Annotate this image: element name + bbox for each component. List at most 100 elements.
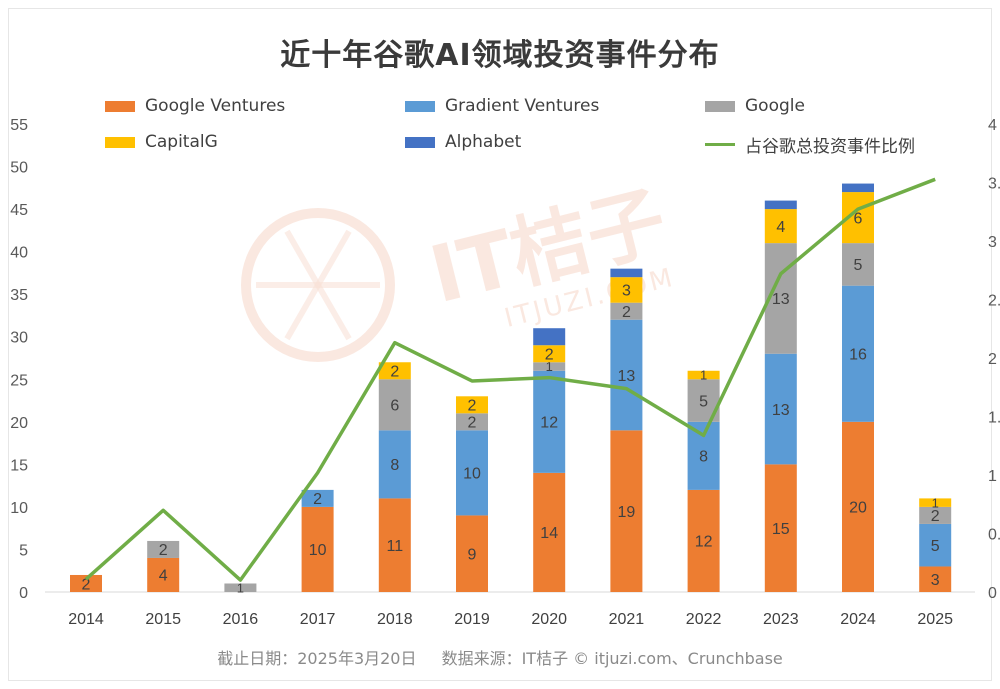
legend-label: CapitalG [145, 132, 218, 152]
bar-data-label: 5 [931, 538, 940, 555]
bar-data-label: 3 [622, 283, 631, 300]
y-axis-tick-label: 0 [19, 585, 28, 602]
bar-data-label: 5 [699, 393, 708, 410]
bar-data-label: 1 [546, 359, 553, 374]
bar-google-ventures-2021 [610, 430, 643, 592]
legend-label: Google Ventures [145, 96, 286, 116]
bar-google-ventures-2024 [842, 421, 874, 592]
bar-gradient-ventures-2023 [764, 353, 797, 465]
bar-google-2018 [378, 379, 411, 431]
bar-gradient-ventures-2021 [610, 319, 643, 431]
y2-axis-tick-label: 2 [988, 351, 997, 368]
bar-data-label: 10 [309, 542, 327, 559]
bar-data-label: 13 [772, 291, 790, 308]
bar-data-label: 2 [313, 491, 322, 508]
x-axis-tick-label: 2018 [377, 611, 413, 628]
y-axis-tick-label: 50 [10, 160, 28, 177]
bar-data-label: 11 [386, 538, 403, 555]
y2-axis-tick-label: 1. [988, 410, 1000, 427]
bar-alphabet-2021 [610, 268, 643, 278]
y-axis-tick-label: 45 [10, 202, 28, 219]
x-axis-tick-label: 2020 [531, 611, 567, 628]
bar-google-2021 [610, 302, 643, 320]
bar-gradient-ventures-2025 [919, 523, 952, 567]
x-axis-tick-label: 2024 [840, 611, 876, 628]
bar-data-label: 10 [463, 466, 481, 483]
watermark-logo-spoke [284, 283, 321, 341]
bar-capitalg-2025 [919, 498, 952, 507]
bar-capitalg-2021 [610, 277, 643, 303]
bar-alphabet-2020 [533, 328, 566, 346]
bar-data-label: 6 [854, 210, 863, 227]
legend-item-gradient-ventures: Gradient Ventures [405, 96, 599, 116]
y2-axis-tick-label: 1 [988, 468, 997, 485]
bar-google-2020 [533, 362, 566, 371]
bar-google-ventures-2020 [533, 472, 566, 592]
bar-data-label: 8 [390, 457, 399, 474]
x-axis-tick-label: 2014 [68, 611, 104, 628]
y-axis-tick-label: 25 [10, 372, 28, 389]
footer-source: 数据来源：IT桔子 © itjuzi.com、Crunchbase [441, 649, 783, 668]
bar-data-label: 12 [695, 534, 713, 551]
y-axis-tick-label: 30 [10, 330, 28, 347]
legend-item-alphabet: Alphabet [405, 132, 521, 152]
bar-data-label: 20 [849, 500, 867, 517]
legend-swatch-gradient-ventures [405, 100, 435, 112]
bar-alphabet-2023 [764, 200, 797, 210]
y-axis-tick-label: 35 [10, 287, 28, 304]
bar-gradient-ventures-2020 [533, 370, 566, 473]
bar-data-label: 4 [776, 219, 785, 236]
legend-label: Alphabet [445, 132, 522, 152]
bar-data-label: 1 [237, 580, 244, 595]
x-axis-tick-label: 2017 [300, 611, 336, 628]
x-axis-tick-label: 2023 [763, 611, 799, 628]
bar-data-label: 14 [540, 525, 558, 542]
bar-capitalg-2019 [456, 396, 488, 414]
bar-data-label: 2 [390, 364, 399, 381]
bar-data-label: 2 [468, 415, 477, 432]
chart-frame [8, 8, 992, 681]
bar-google-ventures-2022 [687, 489, 720, 592]
bar-data-label: 13 [618, 368, 636, 385]
x-axis-tick-label: 2015 [145, 611, 181, 628]
y-axis-tick-label: 20 [10, 415, 28, 432]
x-axis-tick-label: 2022 [686, 611, 722, 628]
x-axis-tick-label: 2021 [609, 611, 645, 628]
legend-item-google-ventures: Google Ventures [105, 96, 285, 116]
bar-data-label: 9 [468, 546, 477, 563]
legend-swatch-google [705, 100, 735, 112]
bar-data-label: 15 [772, 521, 790, 538]
bar-data-label: 16 [849, 347, 867, 364]
watermark-logo-spoke [284, 229, 321, 287]
bar-google-2015 [147, 540, 180, 558]
bar-data-label: 5 [854, 257, 863, 274]
bar-data-label: 2 [468, 398, 477, 415]
bar-gradient-ventures-2017 [301, 489, 334, 507]
y-axis-tick-label: 40 [10, 245, 28, 262]
bar-data-label: 2 [159, 542, 168, 559]
legend-item-capitalg: CapitalG [105, 132, 218, 152]
bar-capitalg-2018 [378, 362, 411, 380]
watermark-logo-ring [241, 208, 395, 362]
x-axis-tick-label: 2016 [223, 611, 259, 628]
legend-swatch-google-ventures [105, 100, 135, 112]
y2-axis-tick-label: 3 [988, 234, 997, 251]
watermark-logo-spoke [315, 283, 352, 341]
legend-label: Gradient Ventures [445, 96, 600, 116]
bar-google-ventures-2015 [147, 557, 180, 592]
bar-data-label: 2 [622, 304, 631, 321]
bar-capitalg-2023 [764, 209, 797, 244]
bar-data-label: 1 [932, 495, 939, 510]
y2-axis-tick-label: 0. [988, 527, 1000, 544]
bar-google-ventures-2025 [919, 566, 952, 592]
legend-swatch-capitalg [105, 136, 135, 148]
ratio-line [84, 177, 936, 582]
legend-swatch-alphabet [405, 136, 435, 148]
bar-google-2016 [224, 583, 257, 592]
bar-google-ventures-2017 [301, 506, 334, 592]
bar-data-label: 2 [931, 508, 940, 525]
bar-alphabet-2024 [842, 183, 874, 193]
y-axis-tick-label: 5 [19, 542, 28, 559]
x-axis-tick-label: 2025 [917, 611, 953, 628]
